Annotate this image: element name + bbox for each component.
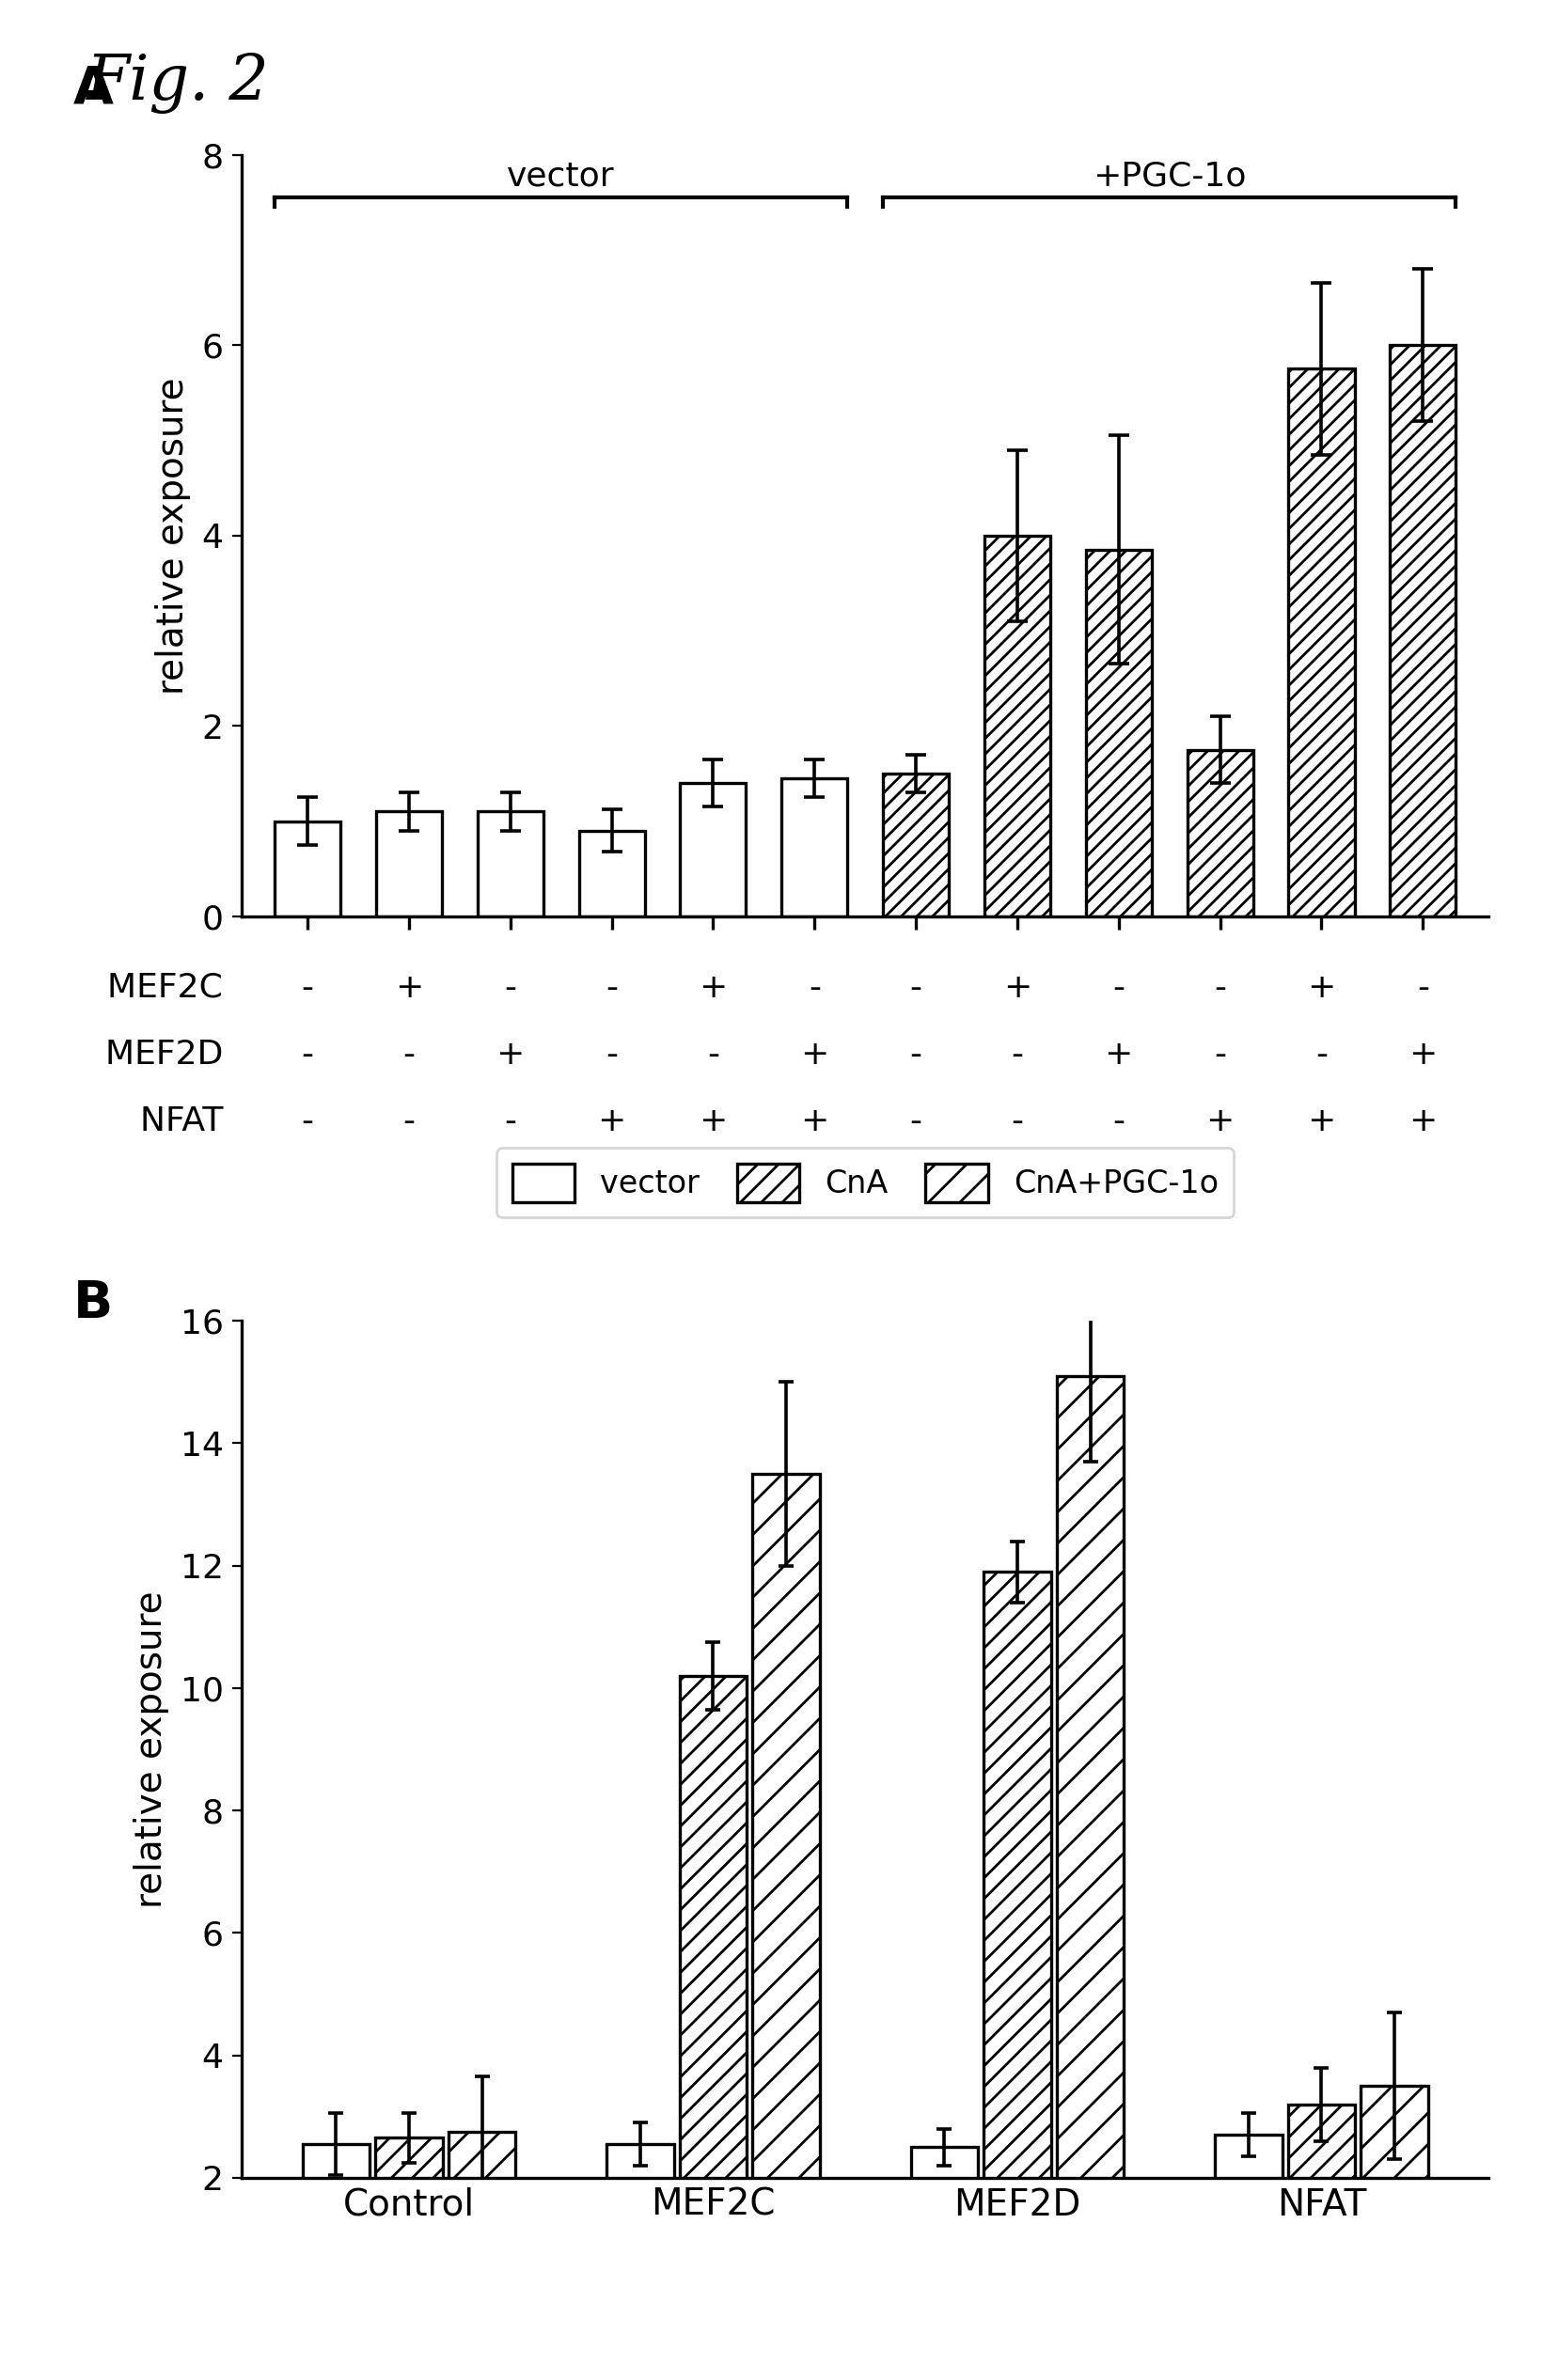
Text: +: + [1103,1038,1133,1071]
Legend: vector, CnA, CnA+PGC-1o: vector, CnA, CnA+PGC-1o [495,1147,1234,1219]
Text: +: + [698,1104,728,1138]
Text: +: + [1307,971,1335,1004]
Bar [1187,750,1253,916]
Bar [1084,550,1151,916]
Text: -: - [1214,1038,1226,1071]
Bar [679,783,746,916]
Text: -: - [910,1038,921,1071]
Text: -: - [1112,971,1125,1004]
Text: +: + [1204,1104,1234,1138]
Bar [1287,2104,1354,2299]
Bar [578,831,645,916]
Text: +: + [698,971,728,1004]
Text: NFAT: NFAT [140,1104,234,1138]
Text: +: + [394,971,422,1004]
Text: -: - [301,1104,313,1138]
Bar [1390,345,1455,916]
Text: +: + [1002,971,1031,1004]
Text: -: - [707,1038,718,1071]
Text: -: - [1112,1104,1125,1138]
Bar [1056,1376,1123,2299]
Y-axis label: relative exposure: relative exposure [156,376,192,695]
Bar [1288,369,1354,916]
Text: A: A [73,64,114,114]
Bar [910,2147,977,2299]
Text: +: + [799,1104,829,1138]
Bar [375,2137,442,2299]
Text: -: - [1214,971,1226,1004]
Bar [781,778,848,916]
Text: -: - [1315,1038,1327,1071]
Bar [753,1473,820,2299]
Y-axis label: relative exposure: relative exposure [134,1590,170,1909]
Bar [679,1676,746,2299]
Text: -: - [1011,1038,1022,1071]
Text: -: - [605,971,617,1004]
Text: +: + [495,1038,525,1071]
Bar [1214,2135,1281,2299]
Text: +: + [597,1104,626,1138]
Bar [882,774,949,916]
Text: +: + [799,1038,829,1071]
Bar [274,821,340,916]
Text: -: - [605,1038,617,1071]
Text: +: + [1408,1104,1436,1138]
Bar [449,2132,516,2299]
Text: +: + [1307,1104,1335,1138]
Text: Fig. 2: Fig. 2 [86,52,268,114]
Text: +PGC-1o: +PGC-1o [1092,159,1245,193]
Bar [606,2144,673,2299]
Text: -: - [1416,971,1429,1004]
Text: -: - [809,971,820,1004]
Bar [983,536,1050,916]
Text: -: - [301,971,313,1004]
Bar [477,812,542,916]
Bar [983,1571,1050,2299]
Text: +: + [1408,1038,1436,1071]
Text: -: - [910,971,921,1004]
Text: MEF2D: MEF2D [104,1038,234,1071]
Bar [302,2144,369,2299]
Text: -: - [402,1104,414,1138]
Bar [375,812,441,916]
Text: -: - [503,1104,516,1138]
Bar [1360,2085,1427,2299]
Text: -: - [301,1038,313,1071]
Text: -: - [1011,1104,1022,1138]
Text: B: B [73,1278,112,1328]
Text: MEF2C: MEF2C [108,971,234,1004]
Text: -: - [910,1104,921,1138]
Text: -: - [402,1038,414,1071]
Text: -: - [503,971,516,1004]
Text: vector: vector [506,159,614,193]
